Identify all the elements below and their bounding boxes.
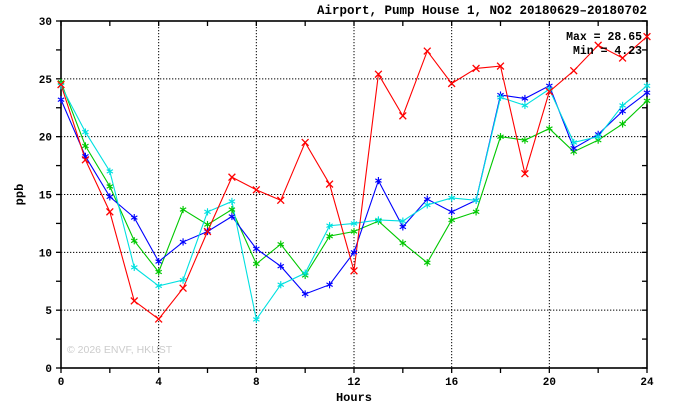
svg-text:25: 25 (39, 75, 53, 87)
svg-text:Min = 4.23: Min = 4.23 (573, 45, 642, 58)
svg-text:16: 16 (445, 377, 458, 389)
svg-text:4: 4 (155, 377, 162, 389)
svg-text:5: 5 (45, 306, 52, 318)
svg-text:30: 30 (39, 17, 52, 29)
svg-text:Hours: Hours (336, 391, 372, 405)
svg-text:12: 12 (347, 377, 360, 389)
svg-text:10: 10 (39, 248, 52, 260)
svg-text:ppb: ppb (13, 184, 27, 206)
svg-text:© 2026 ENVF, HKUST: © 2026 ENVF, HKUST (67, 344, 173, 356)
svg-text:Max = 28.65: Max = 28.65 (566, 31, 642, 44)
svg-text:24: 24 (640, 377, 654, 389)
svg-text:20: 20 (543, 377, 556, 389)
svg-text:15: 15 (39, 191, 53, 203)
svg-text:Airport, Pump House 1, NO2 201: Airport, Pump House 1, NO2 20180629–2018… (317, 4, 647, 18)
svg-text:20: 20 (39, 133, 52, 145)
svg-text:0: 0 (45, 364, 52, 376)
svg-text:0: 0 (58, 377, 65, 389)
svg-text:8: 8 (253, 377, 260, 389)
